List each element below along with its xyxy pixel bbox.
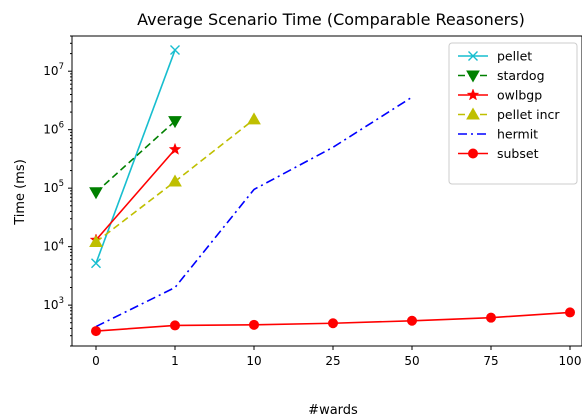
data-point <box>486 312 496 323</box>
y-axis-ticks: 103 104 105 106 107 <box>43 35 72 347</box>
series-pellet <box>91 45 180 269</box>
x-tick-label: 0 <box>92 354 100 368</box>
legend-item: stardog <box>458 68 545 83</box>
y-tick-exponent: 3 <box>59 296 64 306</box>
series-layer <box>89 45 575 337</box>
data-point <box>168 142 182 155</box>
x-tick-label: 100 <box>559 354 582 368</box>
x-tick-label: 50 <box>404 354 419 368</box>
y-axis-label: Time (ms) <box>13 159 28 226</box>
legend-label: pellet incr <box>497 107 560 122</box>
x-axis-ticks: 0 1 10 25 50 75 100 <box>92 346 581 368</box>
chart-title: Average Scenario Time (Comparable Reason… <box>137 10 525 29</box>
series-pellet-incr <box>89 112 261 248</box>
legend-item: pellet <box>458 49 532 64</box>
data-point <box>249 319 259 330</box>
data-point <box>168 116 182 129</box>
x-tick-label: 10 <box>246 354 261 368</box>
legend-item: pellet incr <box>458 107 560 122</box>
data-point <box>91 258 101 269</box>
y-tick-exponent: 6 <box>59 121 64 131</box>
x-tick-label: 1 <box>171 354 179 368</box>
legend: pellet stardog owlbgp pellet incr hermit subs… <box>448 42 578 185</box>
data-point <box>407 315 417 326</box>
data-point <box>328 318 338 329</box>
y-tick-label: 106 <box>43 121 64 137</box>
series-hermit <box>95 96 413 328</box>
x-axis-label: #wards <box>308 403 358 416</box>
series-stardog <box>89 116 182 200</box>
y-tick-label: 104 <box>43 238 64 254</box>
legend-item: owlbgp <box>458 88 542 103</box>
legend-swatch-marker <box>466 70 480 83</box>
y-tick-label: 105 <box>43 179 64 195</box>
legend-swatch-marker <box>468 51 478 61</box>
data-point <box>170 320 180 331</box>
x-tick-label: 75 <box>483 354 498 368</box>
y-tick-label: 103 <box>43 296 64 312</box>
legend-label: owlbgp <box>497 88 542 103</box>
data-point <box>89 235 103 248</box>
data-point <box>170 45 180 56</box>
data-point <box>91 326 101 337</box>
data-point <box>565 307 575 318</box>
legend-box <box>448 42 578 185</box>
y-tick-label: 107 <box>43 62 64 78</box>
y-tick-exponent: 4 <box>59 238 64 248</box>
legend-label: stardog <box>497 68 545 83</box>
series-line <box>95 49 176 264</box>
y-tick-exponent: 5 <box>59 179 64 189</box>
legend-swatch-marker <box>466 88 480 101</box>
x-tick-label: 25 <box>325 354 340 368</box>
data-point <box>247 112 261 125</box>
data-point <box>168 174 182 187</box>
series-line <box>95 120 176 193</box>
series-line <box>95 148 176 241</box>
legend-swatch-marker <box>466 107 480 120</box>
legend-swatch-marker <box>468 148 478 159</box>
legend-label: pellet <box>497 49 532 64</box>
series-subset <box>91 307 575 337</box>
legend-label: hermit <box>497 127 538 142</box>
legend-item: subset <box>458 146 539 161</box>
data-point <box>89 187 103 200</box>
legend-label: subset <box>497 146 539 161</box>
legend-item: hermit <box>458 127 538 142</box>
series-line <box>95 96 413 328</box>
y-tick-exponent: 7 <box>59 62 64 72</box>
